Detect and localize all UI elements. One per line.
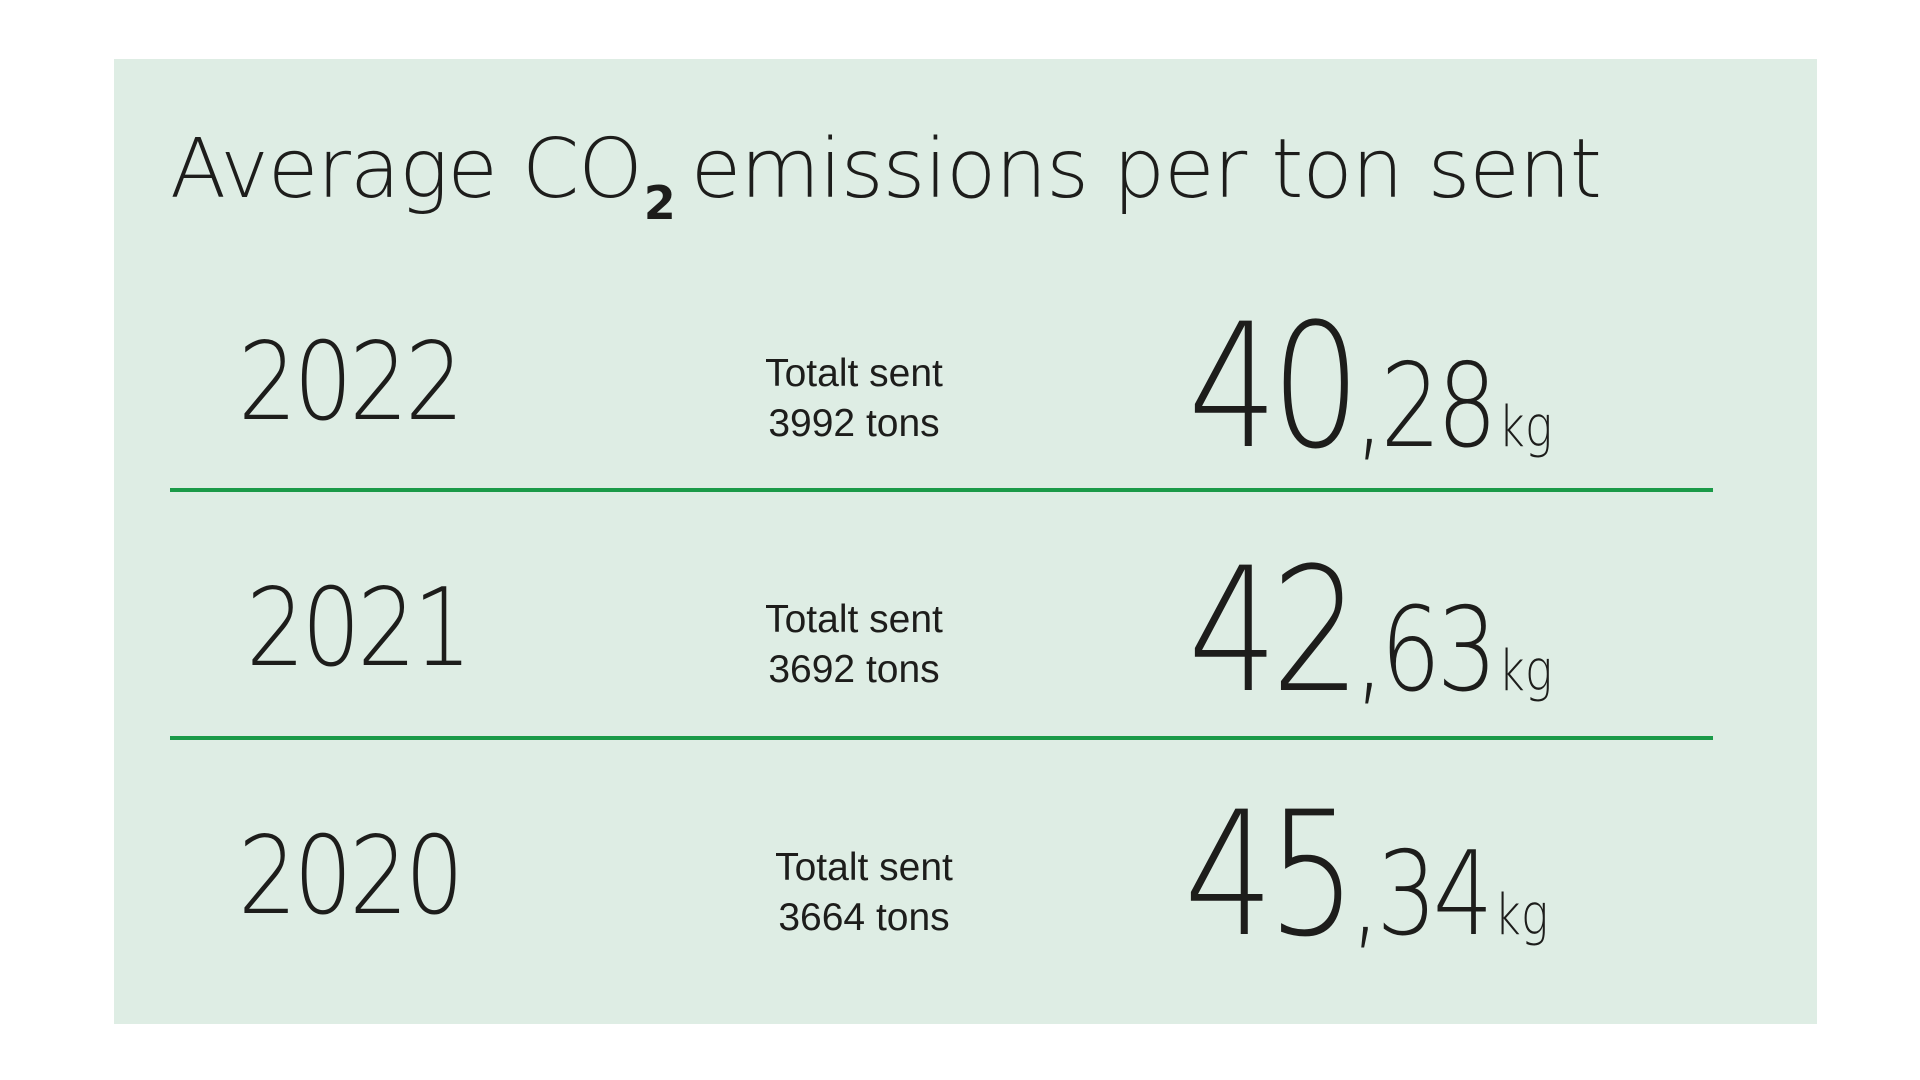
year-label: 2020 xyxy=(238,814,464,939)
total-sent-value: 3692 tons xyxy=(768,648,940,691)
total-sent: Totalt sent 3692 tons xyxy=(754,595,954,695)
emission-value-decimal: ,63 xyxy=(1354,583,1497,718)
title-suffix: emissions per ton sent xyxy=(690,122,1602,217)
row-divider xyxy=(170,736,1713,740)
emission-value: 40,28kg xyxy=(1188,301,1552,473)
total-sent-label: Totalt sent xyxy=(765,352,943,395)
emission-unit: kg xyxy=(1498,395,1553,460)
emission-value-decimal: ,28 xyxy=(1354,339,1497,474)
total-sent-label: Totalt sent xyxy=(765,598,943,641)
total-sent: Totalt sent 3664 tons xyxy=(764,843,964,943)
page-title: Average CO2 emissions per ton sent xyxy=(170,129,1602,227)
year-row-2022: 2022 Totalt sent 3992 tons 40,28kg xyxy=(114,289,1817,489)
emission-value-integer: 42 xyxy=(1188,530,1361,731)
year-row-2021: 2021 Totalt sent 3692 tons 42,63kg xyxy=(114,535,1817,735)
emissions-panel: Average CO2 emissions per ton sent 2022 T… xyxy=(114,59,1817,1024)
emission-value-integer: 45 xyxy=(1184,774,1357,975)
total-sent-label: Totalt sent xyxy=(775,846,953,889)
title-subscript: 2 xyxy=(643,176,676,230)
emission-unit: kg xyxy=(1494,883,1549,948)
total-sent: Totalt sent 3992 tons xyxy=(754,349,954,449)
emission-value-decimal: ,34 xyxy=(1350,827,1493,962)
year-label: 2022 xyxy=(238,320,464,445)
year-row-2020: 2020 Totalt sent 3664 tons 45,34kg xyxy=(114,783,1817,983)
emission-value: 42,63kg xyxy=(1188,545,1552,717)
emission-value-integer: 40 xyxy=(1188,286,1361,487)
total-sent-value: 3992 tons xyxy=(768,402,940,445)
title-prefix: Average CO xyxy=(170,122,643,217)
emission-value: 45,34kg xyxy=(1184,789,1548,961)
total-sent-value: 3664 tons xyxy=(778,896,950,939)
row-divider xyxy=(170,488,1713,492)
emission-unit: kg xyxy=(1498,639,1553,704)
year-label: 2021 xyxy=(246,566,472,691)
